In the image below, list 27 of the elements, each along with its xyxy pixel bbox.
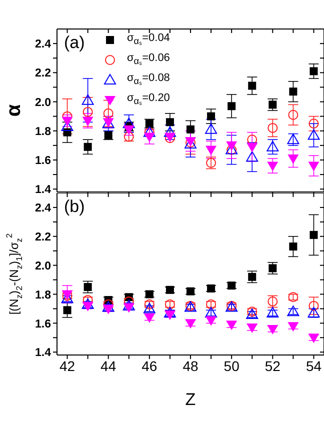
legend-label: σ$_{αₛ}$=0.08 — [127, 72, 170, 88]
y-tick-label: 2.0 — [35, 260, 51, 272]
y-tick-label: 1.4 — [35, 347, 52, 360]
x-tick-label: 54 — [306, 358, 322, 374]
y-tick-label: 1.4 — [35, 184, 52, 196]
x-tick-label: 42 — [59, 358, 76, 374]
annotation: (b) — [64, 197, 85, 217]
legend-label: σ$_{αₛ}$=0.20 — [127, 92, 170, 108]
legend-label: σ$_{αₛ}$=0.06 — [127, 52, 170, 68]
y-tick-label: 2.0 — [35, 96, 51, 109]
y-tick-label: 2.4 — [35, 202, 52, 215]
x-axis-title: Z — [185, 390, 196, 409]
x-tick-label: 44 — [100, 358, 116, 374]
y-axis-title: α — [3, 104, 25, 117]
x-tick-label: 48 — [182, 358, 198, 374]
y-tick-label: 1.8 — [35, 289, 52, 302]
y-tick-label: 2.2 — [35, 68, 51, 80]
x-tick-label: 52 — [264, 358, 281, 374]
y-tick-label: 1.6 — [35, 155, 51, 168]
y-tick-label: 1.8 — [35, 126, 52, 138]
legend-label: σ$_{αₛ}$=0.04 — [127, 32, 170, 48]
y-tick-label: 2.2 — [35, 231, 51, 244]
y-tick-label: 1.6 — [35, 318, 51, 330]
x-tick-label: 46 — [142, 358, 158, 374]
annotation: (a) — [64, 33, 85, 53]
x-tick-label: 50 — [224, 358, 240, 374]
y-tick-label: 2.4 — [35, 38, 52, 51]
